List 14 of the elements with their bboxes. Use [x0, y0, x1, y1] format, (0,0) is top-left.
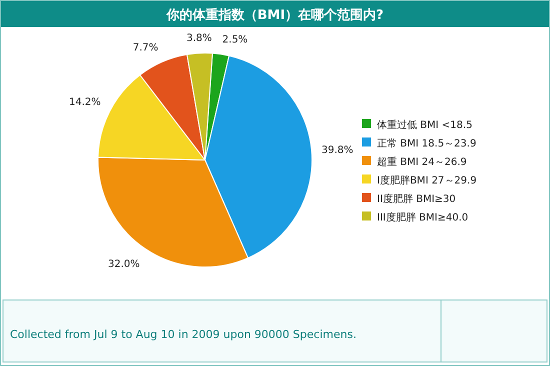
data-label: 32.0%: [108, 259, 140, 270]
legend-label: I度肥胖BMI 27～29.9: [377, 174, 477, 186]
data-label: 14.2%: [69, 96, 101, 108]
data-label: 3.8%: [186, 33, 212, 44]
text: Collected from Jul 9 to Aug 10 in 2009 upon 90000 Specimens.: [10, 328, 356, 341]
legend-label: 正常 BMI 18.5～23.9: [377, 138, 476, 150]
legend-label: 超重 BMI 24～26.9: [377, 156, 467, 168]
data-label: 7.7%: [132, 42, 158, 54]
data-label: 2.5%: [222, 34, 248, 46]
legend-label: III度肥胖 BMI≥40.0: [377, 212, 468, 224]
legend-label: 体重过低 BMI <18.5: [377, 119, 472, 131]
chart-title: 你的体重指数（BMI）在哪个范围内?: [165, 7, 384, 23]
legend-label: II度肥胖 BMI≥30: [377, 193, 456, 205]
data-label: 39.8%: [321, 145, 354, 156]
